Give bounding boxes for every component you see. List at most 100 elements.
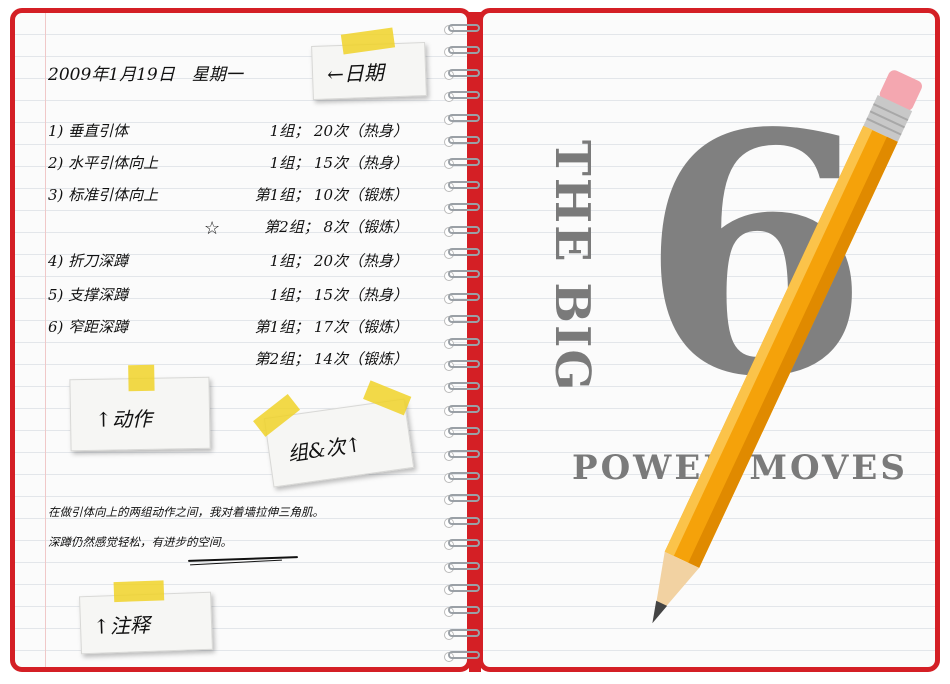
spiral-coil — [440, 515, 480, 528]
spiral-coil — [440, 67, 480, 80]
coil-wire — [448, 337, 480, 346]
notes-line-2: 深蹲仍然感觉轻松，有进步的空间。 — [48, 535, 232, 549]
spiral-coil — [440, 380, 480, 394]
star-icon: ☆ — [204, 218, 221, 239]
exercise-row: 1) 垂直引体 1组； 20次（热身） — [48, 120, 408, 148]
coil-wire — [448, 292, 480, 301]
sets-note-label: 组&次↑ — [286, 431, 364, 467]
exercise-name: 4) 折刀深蹲 — [48, 252, 129, 270]
exercise-row: 2) 水平引体向上 1组； 15次（热身） — [48, 152, 408, 180]
spiral-coil — [440, 560, 480, 573]
exercise-row: 第2组； 14次（锻炼） — [48, 348, 408, 376]
spiral-coil — [440, 268, 480, 282]
coil-wire — [448, 539, 480, 548]
date-sticky-note: ←日期 — [311, 27, 427, 100]
exercise-sets: 第1组； 10次（锻炼） — [254, 186, 408, 204]
spiral-coil — [440, 201, 480, 215]
exercise-sets: 1组； 20次（热身） — [269, 252, 408, 270]
annotation-note-label: ↑注释 — [92, 612, 151, 639]
spiral-coil — [440, 425, 480, 439]
exercise-name: 5) 支撑深蹲 — [48, 286, 129, 304]
notes-line-1: 在做引体向上的两组动作之间，我对着墙拉伸三角肌。 — [48, 505, 324, 519]
exercise-name: 2) 水平引体向上 — [48, 154, 159, 172]
action-sticky-note: ↑动作 — [69, 364, 211, 452]
spiral-coil — [440, 313, 480, 327]
tape — [128, 364, 155, 392]
coil-wire — [448, 427, 480, 436]
spiral-coil — [440, 448, 480, 461]
exercise-row: 3) 标准引体向上 第1组； 10次（锻炼） — [48, 184, 408, 212]
coil-wire — [448, 360, 480, 368]
exercise-row: 4) 折刀深蹲 1组； 20次（热身） — [48, 250, 408, 278]
pencil-ferrule — [863, 95, 913, 142]
spiral-coil — [440, 604, 480, 618]
coil-wire — [448, 404, 480, 413]
coil-wire — [448, 628, 480, 637]
tape — [113, 580, 165, 603]
journal-date: 2009年1月19日 星期一 — [48, 65, 243, 85]
coil-wire — [448, 180, 480, 189]
spiral-coil — [440, 22, 480, 35]
spiral-coil — [440, 156, 480, 170]
pencil-icon — [652, 70, 922, 624]
spiral-coil — [440, 492, 480, 506]
pencil-eraser — [879, 70, 922, 111]
spiral-coil — [440, 246, 480, 259]
spiral-coil — [440, 358, 480, 371]
spiral-coil — [440, 179, 480, 192]
exercise-sets: 1组； 15次（热身） — [269, 286, 408, 304]
coil-wire — [448, 68, 480, 77]
left-notebook-page — [10, 8, 472, 672]
pencil-body — [664, 125, 898, 568]
coil-wire — [448, 651, 480, 660]
spiral-coil — [440, 291, 480, 304]
pencil-tip — [653, 551, 700, 622]
exercise-name: 6) 窄距深蹲 — [48, 318, 129, 336]
spiral-coil — [440, 336, 480, 349]
spiral-coil — [440, 627, 480, 640]
coil-wire — [448, 113, 480, 122]
coil-wire — [448, 46, 480, 55]
coil-wire — [448, 270, 480, 279]
coil-wire — [448, 158, 480, 167]
right-notebook-page — [478, 8, 940, 672]
cover-title-vertical: THE BIG — [544, 140, 600, 393]
spiral-coil — [440, 470, 480, 483]
spiral-coil — [440, 224, 480, 237]
coil-wire — [448, 382, 480, 391]
spiral-coil — [440, 649, 480, 663]
coil-wire — [448, 494, 480, 503]
coil-wire — [448, 516, 480, 525]
exercise-row: 5) 支撑深蹲 1组； 15次（热身） — [48, 284, 408, 312]
coil-wire — [448, 136, 480, 144]
exercise-row: 第2组； 8次（锻炼） — [48, 216, 408, 244]
spiral-coil — [440, 403, 480, 416]
annotation-sticky-note: ↑注释 — [79, 580, 213, 655]
coil-wire — [448, 449, 480, 458]
exercise-sets: 1组； 20次（热身） — [269, 122, 408, 140]
exercise-name: 1) 垂直引体 — [48, 122, 129, 140]
coil-wire — [448, 24, 480, 32]
exercise-name: 3) 标准引体向上 — [48, 186, 159, 204]
exercise-sets: 第1组； 17次（锻炼） — [254, 318, 408, 336]
exercise-sets: 1组； 15次（热身） — [269, 154, 408, 172]
spiral-coil — [440, 44, 480, 58]
exercise-sets: 第2组； 8次（锻炼） — [264, 218, 408, 236]
coil-wire — [448, 472, 480, 480]
coil-wire — [448, 315, 480, 324]
spiral-coil — [440, 89, 480, 103]
exercise-sets: 第2组； 14次（锻炼） — [254, 350, 408, 368]
exercise-row: 6) 窄距深蹲 第1组； 17次（锻炼） — [48, 316, 408, 344]
action-note-label: ↑动作 — [94, 406, 153, 432]
date-note-label: ←日期 — [326, 60, 385, 87]
spiral-coil — [440, 134, 480, 147]
coil-wire — [448, 203, 480, 212]
coil-wire — [448, 225, 480, 234]
coil-wire — [448, 561, 480, 570]
margin-line — [45, 13, 46, 667]
spiral-coil — [440, 537, 480, 551]
spiral-coil — [440, 582, 480, 595]
coil-wire — [448, 584, 480, 592]
coil-wire — [448, 91, 480, 100]
spiral-coil — [440, 112, 480, 125]
